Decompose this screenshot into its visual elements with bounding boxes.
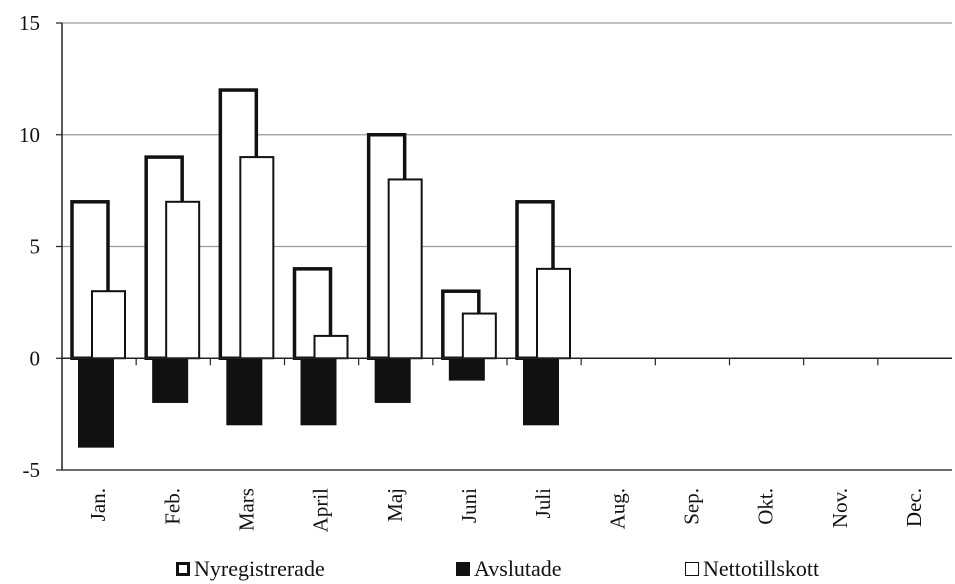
legend-label-nettotillskott: Nettotillskott: [703, 556, 820, 581]
y-axis-tick-labels: -5 0 5 10 15: [19, 11, 40, 482]
legend-item-avslutade: Avslutade: [456, 556, 562, 582]
bar-avslutade: [523, 358, 559, 426]
y-tick-label: 15: [19, 11, 40, 35]
bar-avslutade: [78, 358, 114, 448]
bar-avslutade: [374, 358, 411, 403]
bars: [70, 88, 571, 448]
x-tick-label: Dec.: [902, 488, 926, 527]
legend-swatch-nettotillskott: [685, 562, 699, 576]
axes: [56, 22, 952, 471]
x-tick-label: Maj: [383, 488, 407, 522]
x-tick-label: Aug.: [605, 488, 629, 529]
x-tick-label: Juni: [457, 488, 481, 523]
y-tick-label: 5: [30, 235, 41, 259]
bar-nettotillskott: [387, 178, 423, 360]
bar-avslutade: [152, 358, 189, 403]
legend-item-nettotillskott: Nettotillskott: [685, 556, 819, 582]
bar-nettotillskott: [313, 334, 349, 360]
bar-avslutade: [448, 358, 485, 381]
bar-nettotillskott: [165, 200, 201, 360]
x-tick-label: Mars: [234, 488, 258, 531]
x-tick-label: Juli: [531, 488, 555, 519]
y-tick-label: -5: [23, 458, 41, 482]
legend-label-nyregistrerade: Nyregistrerade: [194, 556, 325, 581]
x-tick-label: Jan.: [86, 488, 110, 521]
legend-swatch-avslutade: [456, 562, 470, 576]
legend: Nyregistrerade Avslutade Nettotillskott: [0, 556, 955, 584]
x-axis-tick-labels: Jan. Feb. Mars April Maj Juni Juli Aug. Sep. Okt.…: [86, 488, 926, 532]
x-tick-label: Okt.: [754, 488, 778, 525]
bar-nettotillskott: [461, 312, 497, 360]
legend-label-avslutade: Avslutade: [474, 556, 562, 581]
x-tick-label: April: [309, 488, 333, 532]
x-tick-label: Sep.: [679, 488, 703, 525]
bar-nettotillskott: [91, 290, 126, 360]
bar-nettotillskott: [536, 267, 571, 360]
y-tick-label: 0: [30, 346, 41, 370]
bar-nettotillskott: [239, 156, 275, 360]
legend-swatch-nyregistrerade: [176, 562, 190, 576]
bar-avslutade: [300, 358, 337, 426]
bar-avslutade: [226, 358, 263, 426]
y-tick-label: 10: [19, 123, 40, 147]
legend-item-nyregistrerade: Nyregistrerade: [176, 556, 325, 582]
x-tick-label: Feb.: [160, 488, 184, 525]
x-tick-label: Nov.: [828, 488, 852, 528]
